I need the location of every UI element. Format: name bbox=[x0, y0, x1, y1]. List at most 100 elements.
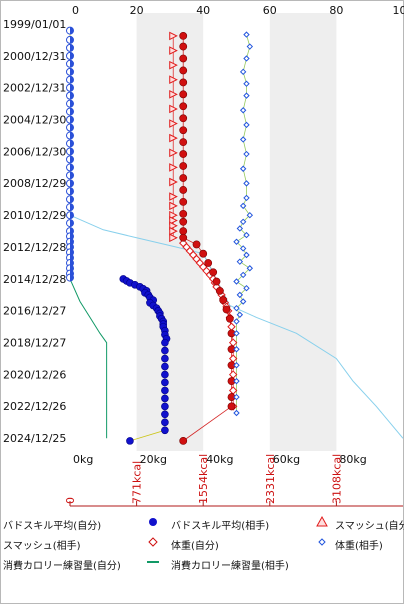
data-point bbox=[180, 91, 187, 98]
top-tick-label: 80 bbox=[329, 4, 343, 17]
date-tick-label: 2014/12/28 bbox=[3, 273, 66, 286]
series-line bbox=[70, 279, 107, 438]
data-point bbox=[161, 395, 168, 402]
kg-tick-label: 20kg bbox=[140, 453, 167, 466]
data-point bbox=[67, 36, 74, 43]
data-point bbox=[230, 339, 237, 346]
data-point bbox=[67, 220, 74, 227]
top-tick-label: 0 bbox=[72, 4, 79, 17]
data-point bbox=[244, 81, 249, 86]
date-tick-label: 2006/12/30 bbox=[3, 145, 66, 158]
data-point bbox=[126, 437, 133, 444]
date-tick-label: 2002/12/31 bbox=[3, 82, 66, 95]
data-point bbox=[237, 312, 242, 317]
legend-swatch bbox=[319, 539, 325, 545]
data-point bbox=[180, 127, 187, 134]
top-tick-label: 40 bbox=[196, 4, 210, 17]
date-tick-label: 2008/12/29 bbox=[3, 177, 66, 190]
data-point bbox=[67, 76, 74, 83]
data-point bbox=[67, 204, 74, 211]
legend-swatch bbox=[149, 518, 157, 526]
data-point bbox=[180, 210, 187, 217]
legend-label: バドスキル平均(自分) bbox=[3, 519, 101, 532]
data-point bbox=[180, 67, 187, 74]
data-point bbox=[180, 234, 187, 241]
data-point bbox=[223, 306, 230, 313]
legend-label: バドスキル平均(相手) bbox=[171, 519, 269, 532]
data-point bbox=[67, 60, 74, 67]
data-point bbox=[180, 43, 187, 50]
data-point bbox=[244, 93, 249, 98]
legend-item: 消費カロリー練習量(自分) bbox=[3, 559, 121, 572]
data-point bbox=[161, 427, 168, 434]
data-point bbox=[241, 137, 246, 142]
data-point bbox=[241, 108, 246, 113]
legend-item: バドスキル平均(自分) bbox=[3, 519, 101, 532]
data-point bbox=[67, 156, 74, 163]
calorie-tick-label: 1554kcal bbox=[197, 454, 210, 504]
date-tick-label: 2000/12/31 bbox=[3, 50, 66, 63]
legend-item: スマッシュ(自分) bbox=[317, 517, 404, 532]
data-point bbox=[67, 92, 74, 99]
legend-label: 消費カロリー練習量(相手) bbox=[171, 559, 289, 572]
calorie-tick-label: 0 bbox=[64, 497, 77, 504]
data-point bbox=[67, 148, 74, 155]
data-point bbox=[67, 164, 74, 171]
top-tick-label: 60 bbox=[263, 4, 277, 17]
data-point bbox=[230, 387, 237, 394]
data-point bbox=[230, 371, 237, 378]
data-point bbox=[180, 103, 187, 110]
data-point bbox=[67, 116, 74, 123]
legend-label: スマッシュ(相手) bbox=[3, 539, 81, 552]
data-point bbox=[180, 79, 187, 86]
data-point bbox=[67, 108, 74, 115]
top-tick-label: 100 bbox=[393, 4, 404, 17]
data-point bbox=[180, 174, 187, 181]
data-point bbox=[161, 387, 168, 394]
data-point bbox=[180, 32, 187, 39]
data-point bbox=[67, 84, 74, 91]
data-point bbox=[67, 27, 74, 34]
legend-item: スマッシュ(相手) bbox=[3, 539, 81, 552]
data-point bbox=[230, 355, 237, 362]
date-axis-labels: 1999/01/012000/12/312002/12/312004/12/30… bbox=[3, 18, 66, 445]
data-point bbox=[161, 363, 168, 370]
data-point bbox=[228, 323, 235, 330]
data-point bbox=[180, 162, 187, 169]
kg-tick-label: 40kg bbox=[206, 453, 233, 466]
legend-item: 体重(自分) bbox=[149, 538, 219, 552]
legend-label: 体重(自分) bbox=[171, 539, 219, 552]
data-point bbox=[180, 437, 187, 444]
date-tick-label: 2024/12/25 bbox=[3, 432, 66, 445]
legend-label: 体重(相手) bbox=[335, 539, 383, 552]
data-point bbox=[180, 150, 187, 157]
data-point bbox=[67, 132, 74, 139]
data-point bbox=[180, 198, 187, 205]
data-point bbox=[180, 139, 187, 146]
date-tick-label: 2004/12/30 bbox=[3, 114, 66, 127]
data-point bbox=[67, 172, 74, 179]
data-point bbox=[161, 371, 168, 378]
calorie-tick-label: 3108kcal bbox=[330, 454, 343, 504]
data-point bbox=[226, 315, 233, 322]
data-point bbox=[244, 195, 249, 200]
data-point bbox=[247, 44, 252, 49]
data-point bbox=[180, 55, 187, 62]
data-point bbox=[200, 250, 207, 257]
data-point bbox=[241, 166, 246, 171]
data-point bbox=[67, 100, 74, 107]
data-point bbox=[67, 52, 74, 59]
legend-label: スマッシュ(自分) bbox=[335, 519, 404, 532]
date-tick-label: 2012/12/28 bbox=[3, 241, 66, 254]
data-point bbox=[67, 180, 74, 187]
legend-swatch bbox=[149, 538, 157, 546]
data-point bbox=[67, 124, 74, 131]
kg-tick-label: 0kg bbox=[73, 453, 93, 466]
legend: バドスキル平均(自分) バドスキル平均(相手) スマッシュ(自分) スマッシュ(相手)… bbox=[3, 517, 404, 572]
data-point bbox=[161, 339, 168, 346]
data-point bbox=[67, 274, 74, 281]
data-point bbox=[67, 188, 74, 195]
data-point bbox=[216, 287, 223, 294]
